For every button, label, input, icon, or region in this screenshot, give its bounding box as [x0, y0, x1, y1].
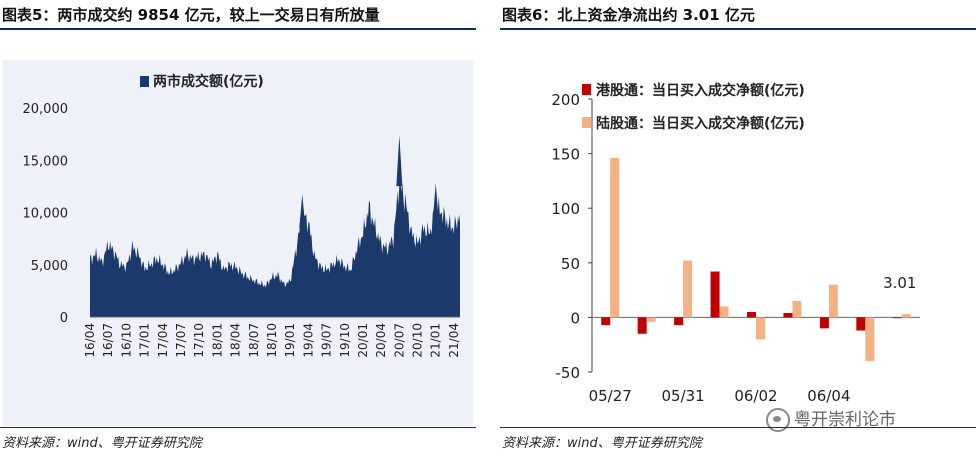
y-tick-label: -50 [556, 364, 581, 382]
right-source-note: 资料来源：wind、粤开证券研究院 [502, 436, 702, 451]
x-tick-label: 20/01 [356, 323, 370, 358]
sh-sz-connect-bar [683, 260, 693, 318]
hk-connect-bar [783, 313, 793, 318]
y-tick-label: 20,000 [23, 102, 69, 117]
right-title-rule [500, 28, 976, 30]
turnover-peak [432, 183, 439, 221]
right-source-rule [500, 427, 976, 428]
legend-label: 两市成交额(亿元) [153, 73, 264, 90]
value-annotation: 3.01 [883, 274, 916, 292]
y-tick-label: 100 [551, 200, 580, 218]
y-tick-label: 50 [561, 255, 580, 273]
legend-swatch-north [582, 117, 591, 128]
x-tick-label: 17/10 [192, 323, 206, 358]
x-tick-label: 18/01 [210, 323, 224, 358]
y-tick-label: 200 [551, 91, 580, 109]
left-figure: 图表5：两市成交约 9854 亿元，较上一交易日有所放量 0 5,000 10,00… [0, 0, 476, 465]
x-tick-label: 16/07 [101, 323, 115, 358]
x-tick-label: 18/10 [265, 323, 279, 358]
x-tick-label: 18/07 [247, 323, 261, 358]
x-tick-label: 06/04 [807, 387, 850, 405]
x-tick-label: 19/01 [283, 323, 297, 358]
x-tick-label: 06/02 [734, 387, 777, 405]
hk-connect-bar [819, 317, 829, 329]
x-tick-label: 05/27 [589, 387, 632, 405]
x-tick-label: 17/07 [174, 323, 188, 358]
x-tick-label: 20/04 [374, 323, 388, 358]
watermark-text: 粤开崇利论市 [794, 410, 896, 430]
legend-label-north: 陆股通：当日买入成交净额(亿元) [596, 115, 805, 132]
left-source-rule [0, 427, 476, 428]
northbound-bar-chart: -50 0 50 100 150 200 05/27 05/31 06/02 06/04 3.01 港… [551, 82, 920, 405]
left-title-rule [0, 28, 476, 30]
sh-sz-connect-bar [792, 301, 802, 318]
turnover-area-series [90, 174, 460, 317]
sh-sz-connect-bar [610, 157, 620, 318]
y-tick-label: 0 [570, 309, 580, 327]
sh-sz-connect-bar [719, 306, 729, 318]
x-tick-label: 21/01 [429, 323, 443, 358]
right-figure: 图表6：北上资金净流出约 3.01 亿元 -50 0 50 100 150 200 05/2… [500, 0, 976, 465]
left-source-note: 资料来源：wind、粤开证券研究院 [2, 436, 202, 451]
x-tick-label: 20/10 [411, 323, 425, 358]
turnover-peak [396, 135, 403, 187]
sh-sz-connect-bar [901, 314, 911, 318]
legend-label-hk: 港股通：当日买入成交净额(亿元) [596, 82, 805, 99]
x-tick-label: 17/01 [138, 323, 152, 358]
hk-connect-bar [747, 311, 756, 318]
sh-sz-connect-bar [756, 317, 765, 340]
x-tick-label: 19/10 [338, 323, 352, 358]
y-tick-label: 150 [551, 146, 580, 164]
hk-connect-bar [856, 317, 866, 331]
x-tick-label: 16/10 [119, 323, 133, 358]
y-tick-label: 15,000 [23, 154, 69, 169]
wechat-icon [766, 408, 790, 432]
left-figure-title: 图表5：两市成交约 9854 亿元，较上一交易日有所放量 [2, 6, 380, 24]
hk-connect-bar [601, 317, 611, 326]
sh-sz-connect-bar [828, 284, 838, 318]
sh-sz-connect-bar [646, 317, 656, 322]
x-tick-label: 19/07 [320, 323, 334, 358]
x-tick-label: 05/31 [661, 387, 704, 405]
x-tick-label: 16/04 [83, 323, 97, 358]
turnover-area-chart: 0 5,000 10,000 15,000 20,000 16/04 16/07 16/10 1… [23, 73, 461, 358]
hk-connect-bar [710, 271, 720, 318]
turnover-peak [299, 193, 306, 229]
hk-connect-bar [674, 317, 684, 326]
x-tick-label: 17/04 [156, 323, 170, 358]
legend-swatch-hk [582, 84, 591, 95]
legend-swatch [140, 76, 149, 87]
x-tick-label: 20/07 [392, 323, 406, 358]
right-figure-title: 图表6：北上资金净流出约 3.01 亿元 [502, 6, 755, 24]
y-tick-label: 5,000 [31, 259, 68, 274]
x-tick-label: 21/04 [447, 323, 461, 358]
hk-connect-bar [892, 317, 902, 319]
x-tick-label: 18/04 [229, 323, 243, 358]
y-tick-label: 10,000 [23, 207, 69, 222]
sh-sz-connect-bar [865, 317, 875, 362]
hk-connect-bar [637, 317, 647, 334]
y-tick-label: 0 [60, 311, 68, 326]
watermark: 粤开崇利论市 [766, 405, 896, 432]
x-tick-label: 19/04 [301, 323, 315, 358]
